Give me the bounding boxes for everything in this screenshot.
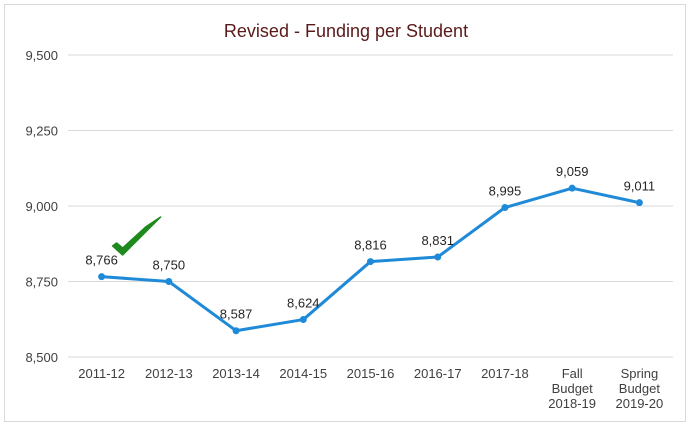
x-tick-label: 2014-15	[279, 366, 327, 381]
x-tick-label-line: 2011-12	[78, 366, 125, 381]
annotations	[111, 216, 162, 256]
series-funding-per-student	[98, 184, 643, 335]
x-tick-label: 2013-14	[212, 366, 260, 381]
data-label: 8,750	[153, 258, 186, 273]
x-tick-label-line: Budget	[619, 381, 661, 396]
data-label: 8,995	[489, 184, 522, 199]
x-tick-label: 2012-13	[145, 366, 193, 381]
x-tick-label: Fall Budget 2018-19	[548, 366, 596, 411]
x-tick-label-line: 2017-18	[481, 366, 529, 381]
x-tick-label: 2015-16	[347, 366, 395, 381]
data-point	[98, 273, 106, 281]
x-tick-label: Spring Budget 2019-20	[616, 366, 664, 411]
y-axis: 8,500 8,750 9,000 9,250 9,500	[25, 48, 58, 365]
x-tick-label-line: 2016-17	[414, 366, 462, 381]
y-tick-label: 9,500	[25, 48, 58, 63]
data-label: 8,624	[287, 296, 320, 311]
y-tick-label: 8,750	[25, 275, 58, 290]
chart-frame	[4, 4, 686, 422]
data-label: 8,766	[85, 253, 118, 268]
x-tick-label-line: 2013-14	[212, 366, 260, 381]
data-point	[299, 316, 307, 324]
y-tick-label: 9,000	[25, 199, 58, 214]
checkmark-shape	[111, 216, 162, 256]
x-axis: 2011-12 2012-13 2013-14 2014-15 2015-16 2016-…	[78, 366, 663, 411]
x-tick-label-line: Fall	[562, 366, 583, 381]
data-point	[501, 204, 509, 212]
data-label: 9,059	[556, 164, 589, 179]
data-point	[635, 199, 643, 207]
x-tick-label: 2017-18	[481, 366, 529, 381]
gridlines	[68, 54, 673, 358]
x-tick-label: 2011-12	[78, 366, 125, 381]
checkmark-icon	[111, 216, 162, 256]
x-tick-label-line: 2019-20	[616, 396, 664, 411]
data-point	[367, 258, 374, 266]
data-point	[165, 278, 173, 285]
x-tick-label-line: 2014-15	[279, 366, 327, 381]
data-point	[434, 253, 442, 261]
y-tick-label: 8,500	[25, 350, 58, 365]
data-point	[232, 327, 240, 335]
data-label: 8,587	[220, 307, 253, 322]
x-tick-label-line: Spring	[621, 366, 659, 381]
x-tick-label-line: Budget	[552, 381, 594, 396]
y-tick-label: 9,250	[25, 124, 58, 139]
x-tick-label-line: 2015-16	[347, 366, 395, 381]
x-tick-label-line: 2012-13	[145, 366, 193, 381]
data-label: 8,816	[354, 238, 387, 253]
x-tick-label-line: 2018-19	[548, 396, 596, 411]
data-labels: 8,766 8,750 8,587 8,624 8,816 8,831 8,995 9,059…	[85, 164, 655, 322]
chart-title: Revised - Funding per Student	[224, 21, 468, 41]
x-tick-label: 2016-17	[414, 366, 462, 381]
data-label: 9,011	[624, 179, 656, 194]
data-point	[568, 184, 576, 192]
data-label: 8,831	[421, 233, 454, 248]
